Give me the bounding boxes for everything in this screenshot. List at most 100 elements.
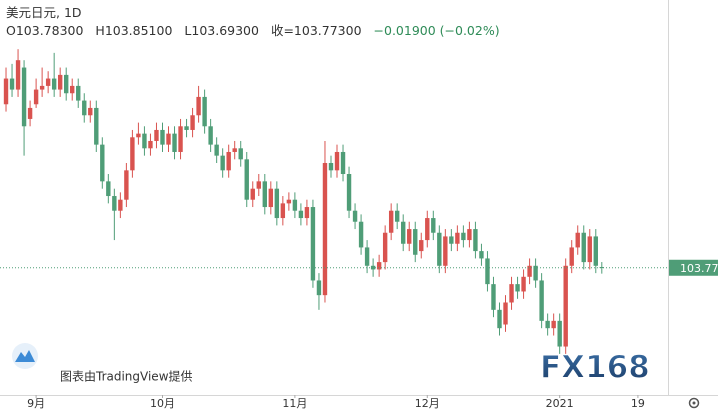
candle-body (431, 218, 436, 233)
candle-body (220, 155, 225, 171)
candle-body (394, 210, 400, 222)
candle-body (413, 229, 418, 255)
x-tick-label: 19 (631, 397, 645, 410)
candle-body (521, 276, 526, 292)
ohlc-row: O103.78300 H103.85100 L103.69300 收=103.7… (6, 22, 508, 40)
candle-body (51, 78, 57, 90)
settings-icon[interactable] (688, 397, 700, 409)
candle-body (100, 144, 105, 182)
watermark: 图表由TradingView提供 (60, 369, 193, 384)
candle-body (575, 232, 580, 248)
candle-body (425, 218, 430, 241)
candle-body (214, 144, 219, 156)
candle-body (274, 188, 280, 219)
candle-body (358, 221, 364, 248)
x-tick-label: 12月 (415, 397, 440, 410)
candle-body (551, 320, 556, 329)
candle-body (63, 74, 69, 94)
candle-body (142, 133, 147, 149)
legend-header: 美元日元, 1D O103.78300 H103.85100 L103.6930… (6, 4, 508, 40)
candle-body (515, 284, 520, 292)
candle-body (178, 126, 183, 152)
candle-body (262, 181, 267, 208)
candle-body (533, 265, 538, 281)
candle-body (88, 107, 93, 116)
candle-body (130, 137, 135, 171)
candle-body (166, 133, 171, 145)
candle-body (449, 236, 454, 244)
candle-body (599, 267, 605, 269)
candle-body (539, 280, 544, 321)
candle-body (232, 148, 237, 152)
candle-body (154, 129, 159, 141)
candle-body (21, 67, 27, 127)
candle-body (316, 280, 322, 296)
candle-body (401, 221, 406, 244)
close-value: 收=103.77300 (270, 23, 362, 38)
candle-body (569, 247, 574, 266)
symbol: 美元日元, 1D (6, 5, 82, 20)
candles (3, 49, 605, 354)
candle-body (419, 240, 424, 252)
candle-body (298, 210, 304, 219)
candle-body (587, 236, 592, 263)
candle-body (545, 320, 550, 329)
candle-body (57, 74, 63, 90)
candle-body (304, 207, 310, 219)
last-price-label: 103.77 (680, 262, 718, 275)
candle-body (280, 203, 286, 219)
candle-body (15, 60, 21, 90)
candle-body (485, 258, 490, 285)
candle-body (443, 236, 448, 266)
candle-body (461, 232, 466, 241)
candle-body (124, 170, 129, 200)
candle-body (473, 229, 478, 252)
candle-body (82, 100, 87, 116)
low-value: L103.69300 (184, 23, 259, 38)
candle-body (190, 115, 195, 130)
candle-body (497, 309, 502, 329)
candle-body (352, 210, 358, 222)
candle-body (563, 265, 568, 347)
candle-body (106, 181, 111, 197)
candle-body (136, 133, 141, 138)
candle-body (70, 85, 75, 94)
candle-body (45, 78, 51, 86)
candle-body (3, 78, 9, 105)
candle-body (94, 107, 99, 145)
candle-body (527, 265, 532, 277)
candle-body (184, 126, 189, 130)
candle-body (27, 107, 33, 119)
candle-body (388, 210, 394, 233)
candle-body (202, 96, 207, 127)
candle-body (364, 247, 370, 266)
x-tick-label: 10月 (150, 397, 175, 410)
candle-body (250, 188, 255, 200)
candle-body (593, 236, 598, 266)
candle-body (196, 96, 201, 116)
candle-body (437, 232, 442, 266)
candle-body (557, 320, 562, 347)
candle-body (491, 284, 496, 310)
change-value: −0.01900 (−0.02%) (373, 23, 500, 38)
candle-body (118, 199, 123, 211)
candle-body (479, 251, 484, 259)
tradingview-badge (12, 343, 38, 369)
candle-body (340, 151, 346, 175)
last-price-box (669, 259, 718, 276)
candle-body (509, 284, 514, 303)
open-value: O103.78300 (6, 23, 84, 38)
candle-body (112, 196, 117, 211)
candle-body (407, 229, 412, 244)
x-tick-label: 9月 (27, 397, 45, 410)
candle-body (39, 85, 45, 90)
candle-body (328, 162, 334, 171)
candle-body (286, 199, 292, 204)
candle-body (581, 232, 586, 263)
candle-body (467, 229, 472, 241)
candle-body (244, 159, 249, 200)
candle-body (268, 188, 274, 208)
candle-body (370, 265, 376, 270)
x-tick-label: 11月 (282, 397, 307, 410)
